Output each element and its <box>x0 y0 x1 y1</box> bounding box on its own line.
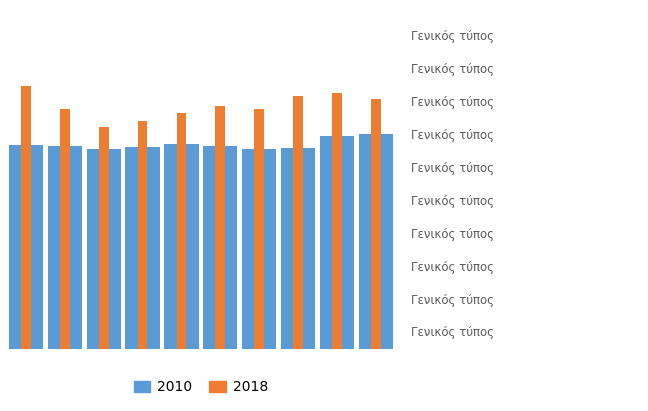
Bar <box>242 149 276 349</box>
Bar <box>281 148 315 349</box>
Bar <box>371 99 380 349</box>
Bar <box>293 96 303 349</box>
Text: Γενικός τύπος: Γενικός τύπος <box>411 96 494 109</box>
Bar <box>137 121 147 349</box>
Bar <box>98 127 108 349</box>
Bar <box>176 113 186 349</box>
Bar <box>254 109 264 349</box>
Bar <box>48 146 82 349</box>
Bar <box>60 109 69 349</box>
Text: Γενικός τύπος: Γενικός τύπος <box>411 326 494 339</box>
Text: Γενικός τύπος: Γενικός τύπος <box>411 129 494 142</box>
Bar <box>87 149 121 349</box>
Text: Γενικός τύπος: Γενικός τύπος <box>411 162 494 175</box>
Text: Γενικός τύπος: Γενικός τύπος <box>411 293 494 307</box>
Bar <box>126 147 159 349</box>
Bar <box>332 93 341 349</box>
Bar <box>203 146 237 349</box>
Text: Γενικός τύπος: Γενικός τύπος <box>411 195 494 208</box>
Bar <box>21 86 30 349</box>
Bar <box>320 136 354 349</box>
Bar <box>165 144 198 349</box>
Text: Γενικός τύπος: Γενικός τύπος <box>411 30 494 44</box>
Bar <box>215 106 225 349</box>
Bar <box>9 145 43 349</box>
Text: Γενικός τύπος: Γενικός τύπος <box>411 63 494 76</box>
Bar <box>359 134 393 349</box>
Text: Γενικός τύπος: Γενικός τύπος <box>411 261 494 274</box>
Legend: 2010, 2018: 2010, 2018 <box>128 375 273 400</box>
Text: Γενικός τύπος: Γενικός τύπος <box>411 228 494 241</box>
